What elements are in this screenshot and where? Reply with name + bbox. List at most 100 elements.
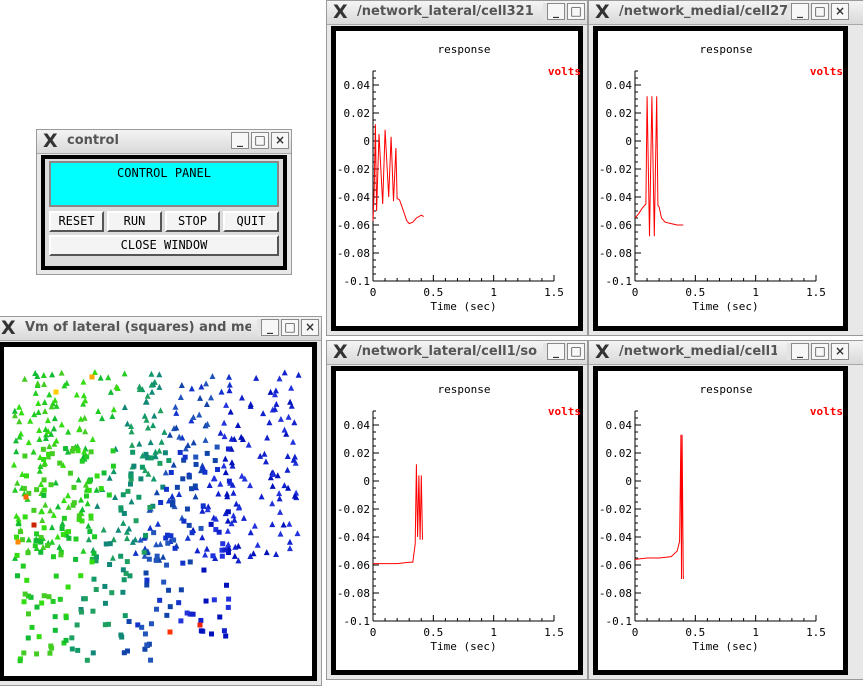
lateral-cell-marker (174, 484, 180, 490)
cell-voltage-scatter[interactable] (4, 347, 314, 687)
medial-cell-marker (36, 426, 43, 433)
lateral-cell-marker (101, 470, 107, 476)
lateral-cell-marker (166, 587, 172, 593)
lateral-cell-marker (47, 650, 53, 656)
legend-volts: volts (810, 65, 843, 78)
medial-cell-marker (11, 407, 18, 414)
maximize-icon[interactable]: □ (811, 3, 829, 20)
lateral-cell-marker (89, 559, 95, 565)
medial-cell-marker (110, 468, 117, 475)
medial-cell-marker (25, 536, 32, 543)
medial-cell-marker (81, 448, 88, 455)
y-tick-label: 0 (625, 135, 632, 148)
graph-titlebar[interactable]: X /network_lateral/cell321 _ □ (327, 1, 587, 25)
response-graph[interactable]: response volts 0.04 0.02 0 -0.02 -0.04 -0.06 -0.… (336, 31, 596, 341)
lateral-cell-marker (24, 473, 30, 479)
x-axis-label: Time (sec) (430, 640, 496, 653)
reset-button[interactable]: RESET (49, 211, 104, 232)
lateral-cell-marker (167, 604, 173, 610)
response-graph[interactable]: response volts 0.04 0.02 0 -0.02 -0.04 -0.06 -0.… (598, 371, 858, 681)
response-graph[interactable]: response volts 0.04 0.02 0 -0.02 -0.04 -0.06 -0.… (336, 371, 596, 681)
lateral-cell-marker (172, 545, 178, 551)
graph-titlebar[interactable]: X /network_lateral/cell1/soma _ □ (327, 341, 587, 365)
lateral-cell-marker (31, 522, 37, 528)
lateral-cell-marker (169, 502, 175, 508)
lateral-cell-marker (106, 492, 112, 498)
lateral-cell-marker (168, 533, 174, 539)
lateral-cell-marker (144, 582, 150, 588)
lateral-cell-marker (93, 587, 99, 593)
close-icon[interactable]: × (271, 132, 289, 149)
y-tick-label: -0.08 (337, 247, 370, 260)
run-button[interactable]: RUN (107, 211, 162, 232)
medial-cell-marker (53, 437, 60, 444)
minimize-icon[interactable]: _ (231, 132, 249, 149)
maximize-icon[interactable]: □ (567, 343, 585, 360)
medial-cell-marker (232, 543, 239, 550)
medial-cell-marker (149, 388, 156, 395)
medial-cell-marker (227, 408, 234, 415)
stop-button[interactable]: STOP (165, 211, 220, 232)
minimize-icon[interactable]: _ (547, 3, 565, 20)
close-icon[interactable]: × (831, 343, 849, 360)
lateral-cell-marker (225, 550, 231, 556)
lateral-cell-marker (29, 624, 35, 630)
medial-cell-marker (49, 524, 56, 531)
medial-cell-marker (212, 515, 219, 522)
scatter-titlebar[interactable]: X Vm of lateral (squares) and medial (tr… (0, 317, 321, 341)
lateral-cell-marker (40, 446, 46, 452)
maximize-icon[interactable]: □ (567, 3, 585, 20)
control-titlebar[interactable]: X control _ □ × (37, 130, 291, 154)
medial-cell-marker (136, 440, 143, 447)
medial-cell-marker (284, 466, 291, 473)
close-icon[interactable]: × (831, 3, 849, 20)
lateral-cell-marker (209, 631, 215, 637)
graph-titlebar[interactable]: X /network_medial/cell27 _ □ × (589, 1, 863, 25)
lateral-cell-marker (78, 607, 84, 613)
x-tick-label: 1 (490, 626, 497, 639)
medial-cell-marker (50, 511, 57, 518)
medial-cell-marker (145, 470, 152, 477)
medial-cell-marker (144, 424, 151, 431)
lateral-cell-marker (201, 567, 207, 573)
minimize-icon[interactable]: _ (261, 319, 279, 336)
medial-cell-marker (80, 400, 87, 407)
medial-cell-marker (38, 508, 45, 515)
quit-button[interactable]: QUIT (223, 211, 279, 232)
maximize-icon[interactable]: □ (251, 132, 269, 149)
medial-cell-marker (295, 371, 302, 378)
close-icon[interactable]: × (301, 319, 319, 336)
window-title: Vm of lateral (squares) and medial (tria… (25, 320, 251, 335)
medial-cell-marker (139, 452, 146, 459)
minimize-icon[interactable]: _ (547, 343, 565, 360)
medial-cell-marker (44, 417, 51, 424)
graph-window-medial-cell1: X /network_medial/cell1/soma _ □ × respo… (588, 340, 863, 680)
medial-cell-marker (156, 371, 163, 378)
lateral-cell-marker (178, 618, 184, 624)
close-window-button[interactable]: CLOSE WINDOW (49, 235, 279, 256)
lateral-cell-marker (17, 658, 23, 664)
maximize-icon[interactable]: □ (281, 319, 299, 336)
lateral-cell-marker (133, 518, 139, 524)
medial-cell-marker (251, 522, 258, 529)
lateral-cell-marker (189, 530, 195, 536)
medial-cell-marker (224, 490, 231, 497)
y-tick-label: -0.08 (599, 247, 632, 260)
medial-cell-marker (34, 372, 41, 379)
control-window: X control _ □ × CONTROL PANEL RESET RUN … (36, 129, 292, 275)
minimize-icon[interactable]: _ (791, 343, 809, 360)
minimize-icon[interactable]: _ (791, 3, 809, 20)
x-tick-label: 0 (370, 286, 377, 299)
lateral-cell-marker (165, 540, 171, 546)
lateral-cell-marker (141, 549, 147, 555)
graph-titlebar[interactable]: X /network_medial/cell1/soma _ □ × (589, 341, 863, 365)
medial-cell-marker (80, 378, 87, 385)
lateral-cell-marker (84, 657, 90, 663)
response-graph[interactable]: response volts 0.04 0.02 0 -0.02 -0.04 -0.06 -0.… (598, 31, 858, 341)
medial-cell-marker (228, 435, 235, 442)
lateral-cell-marker (184, 610, 190, 616)
medial-cell-marker (273, 400, 280, 407)
maximize-icon[interactable]: □ (811, 343, 829, 360)
medial-cell-marker (215, 490, 222, 497)
y-tick-label: -0.1 (606, 615, 633, 628)
